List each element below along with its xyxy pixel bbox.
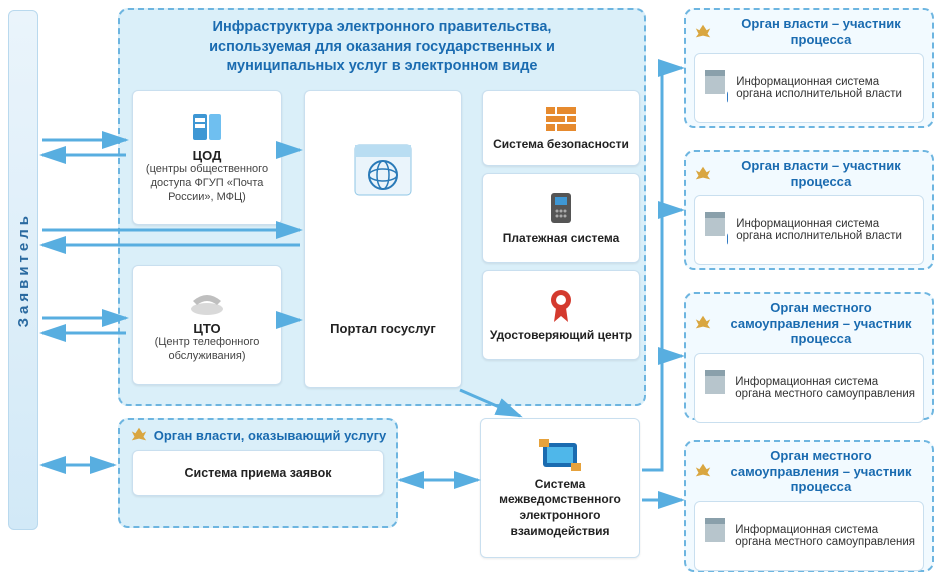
card-title: Платежная система bbox=[503, 231, 620, 245]
infra-title: Инфраструктура электронного правительств… bbox=[120, 14, 644, 83]
card-title: Удостоверяющий центр bbox=[490, 328, 632, 342]
card-title: ЦОД bbox=[193, 148, 222, 163]
card-title: Система межведомственного электронного в… bbox=[487, 477, 633, 539]
participant-header: Орган местного самоуправления – участник… bbox=[694, 300, 924, 347]
globe-window-icon bbox=[353, 143, 413, 197]
user-system-icon bbox=[703, 68, 728, 108]
terminal-icon bbox=[547, 191, 575, 227]
card-intake: Система приема заявок bbox=[132, 450, 384, 496]
authority-header: Орган власти, оказывающий услугу bbox=[126, 426, 390, 444]
applicant-bar: Заявитель bbox=[8, 10, 38, 530]
infra-title-line: Инфраструктура электронного правительств… bbox=[144, 18, 620, 38]
seal-icon bbox=[546, 288, 576, 324]
participant-text: Информационная система органа местного с… bbox=[735, 524, 915, 548]
interop-icon bbox=[537, 437, 583, 473]
card-tsod: ЦОД (центры общественного доступа ФГУП «… bbox=[132, 90, 282, 225]
card-smev: Система межведомственного электронного в… bbox=[480, 418, 640, 558]
participant-inner: Информационная система органа исполнител… bbox=[694, 195, 924, 265]
firewall-icon bbox=[544, 105, 578, 133]
server-icon bbox=[189, 110, 225, 144]
eagle-icon bbox=[694, 462, 712, 480]
participant-title: Орган власти – участник процесса bbox=[718, 158, 924, 189]
card-title: Портал госуслуг bbox=[330, 321, 436, 336]
participant-inner: Информационная система органа исполнител… bbox=[694, 53, 924, 123]
user-system-icon bbox=[703, 516, 727, 556]
participant-local-2: Орган местного самоуправления – участник… bbox=[684, 440, 934, 572]
card-subtitle: (центры общественного доступа ФГУП «Почт… bbox=[139, 163, 275, 204]
card-security: Система безопасности bbox=[482, 90, 640, 166]
participant-text: Информационная система органа исполнител… bbox=[736, 76, 915, 100]
participant-header: Орган власти – участник процесса bbox=[694, 158, 924, 189]
participant-header: Орган власти – участник процесса bbox=[694, 16, 924, 47]
participant-gov-2: Орган власти – участник процесса Информа… bbox=[684, 150, 934, 270]
participant-title: Орган власти – участник процесса bbox=[718, 16, 924, 47]
authority-group: Орган власти, оказывающий услугу Система… bbox=[118, 418, 398, 528]
participant-title: Орган местного самоуправления – участник… bbox=[718, 448, 924, 495]
participant-title: Орган местного самоуправления – участник… bbox=[718, 300, 924, 347]
authority-title: Орган власти, оказывающий услугу bbox=[154, 428, 387, 443]
card-payment: Платежная система bbox=[482, 173, 640, 263]
card-title: ЦТО bbox=[193, 321, 220, 336]
user-system-icon bbox=[703, 368, 727, 408]
card-cert: Удостоверяющий центр bbox=[482, 270, 640, 360]
participant-local-1: Орган местного самоуправления – участник… bbox=[684, 292, 934, 420]
card-portal: Портал госуслуг bbox=[304, 90, 462, 388]
eagle-icon bbox=[694, 165, 712, 183]
eagle-icon bbox=[130, 426, 148, 444]
applicant-label: Заявитель bbox=[15, 212, 32, 327]
infra-title-line: муниципальных услуг в электронном виде bbox=[144, 57, 620, 77]
participant-gov-1: Орган власти – участник процесса Информа… bbox=[684, 8, 934, 128]
phone-icon bbox=[187, 287, 227, 317]
card-tso: ЦТО (Центр телефонного обслуживания) bbox=[132, 265, 282, 385]
card-title: Система безопасности bbox=[493, 137, 629, 151]
card-subtitle: (Центр телефонного обслуживания) bbox=[139, 336, 275, 364]
participant-header: Орган местного самоуправления – участник… bbox=[694, 448, 924, 495]
card-title: Система приема заявок bbox=[185, 466, 332, 480]
participant-inner: Информационная система органа местного с… bbox=[694, 501, 924, 571]
infra-title-line: используемая для оказания государственны… bbox=[144, 38, 620, 58]
participant-text: Информационная система органа местного с… bbox=[735, 376, 915, 400]
participant-inner: Информационная система органа местного с… bbox=[694, 353, 924, 423]
participant-text: Информационная система органа исполнител… bbox=[736, 218, 915, 242]
eagle-icon bbox=[694, 23, 712, 41]
infra-panel: Инфраструктура электронного правительств… bbox=[118, 8, 646, 406]
user-system-icon bbox=[703, 210, 728, 250]
eagle-icon bbox=[694, 314, 712, 332]
